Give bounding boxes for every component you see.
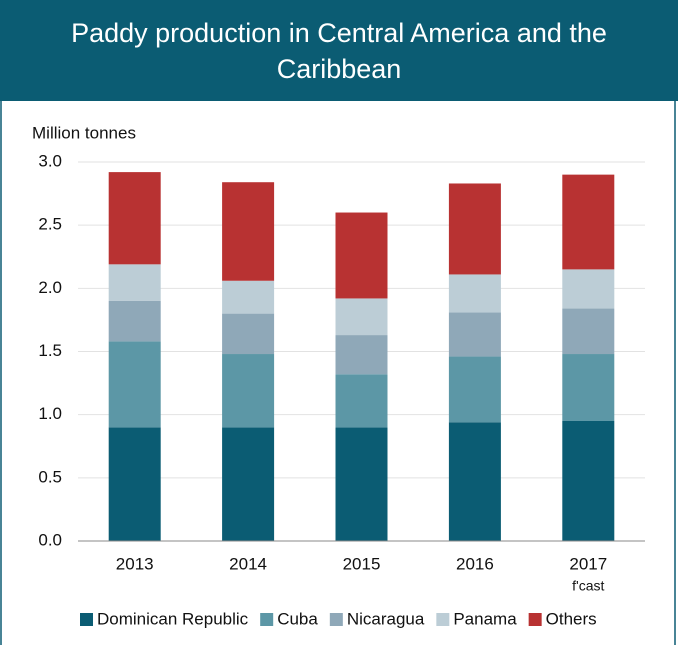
y-tick-label: 1.5 <box>38 341 62 360</box>
x-tick-label: 2014 <box>229 554 267 573</box>
bar-segment <box>448 183 501 275</box>
x-tick-label: 2015 <box>343 554 381 573</box>
bar-segment <box>222 427 275 541</box>
y-tick-label: 0.0 <box>38 530 62 549</box>
bar-segment <box>448 356 501 423</box>
legend-label: Panama <box>453 609 517 628</box>
chart-title: Paddy production in Central America and … <box>71 17 607 84</box>
bar-segment <box>108 300 161 342</box>
bar-segment <box>222 354 275 428</box>
bar-segment <box>108 172 161 265</box>
bar-segment <box>448 422 501 541</box>
bar-segment <box>562 420 615 541</box>
legend-swatch <box>436 613 450 626</box>
legend-swatch <box>528 613 542 626</box>
legend-label: Others <box>546 609 597 628</box>
bar-segment <box>562 174 615 270</box>
bar-segment <box>108 264 161 301</box>
x-tick-label: 2017 <box>569 554 607 573</box>
y-axis-label: Million tonnes <box>32 123 136 142</box>
header: Paddy production in Central America and … <box>0 0 678 101</box>
bar-segment <box>335 335 388 375</box>
legend-swatch <box>329 613 343 626</box>
bar-segment <box>222 182 275 281</box>
bar-segment <box>562 308 615 355</box>
legend-label: Nicaragua <box>347 609 425 628</box>
y-tick-label: 3.0 <box>38 151 62 170</box>
bar-segment <box>335 298 388 336</box>
y-tick-label: 0.5 <box>38 467 62 486</box>
bar-segment <box>448 312 501 357</box>
legend-swatch <box>260 613 274 626</box>
bar-segment <box>108 341 161 428</box>
x-tick-label: 2013 <box>116 554 154 573</box>
bar-segment <box>222 313 275 355</box>
bar-segment <box>335 212 388 299</box>
bar-segment <box>448 274 501 313</box>
annotation: f'cast <box>572 578 604 594</box>
y-tick-label: 1.0 <box>38 404 62 423</box>
bar-segment <box>562 269 615 309</box>
bar-segment <box>108 427 161 541</box>
y-tick-label: 2.0 <box>38 278 62 297</box>
bar-segment <box>562 354 615 421</box>
bar-segment <box>335 374 388 428</box>
legend-swatch <box>80 613 93 626</box>
y-tick-label: 2.5 <box>38 215 62 234</box>
bar-segment <box>335 427 388 541</box>
bar-segment <box>222 280 275 314</box>
legend-label: Cuba <box>277 609 318 628</box>
legend-label: Dominican Republic <box>97 609 249 628</box>
x-tick-label: 2016 <box>456 554 494 573</box>
